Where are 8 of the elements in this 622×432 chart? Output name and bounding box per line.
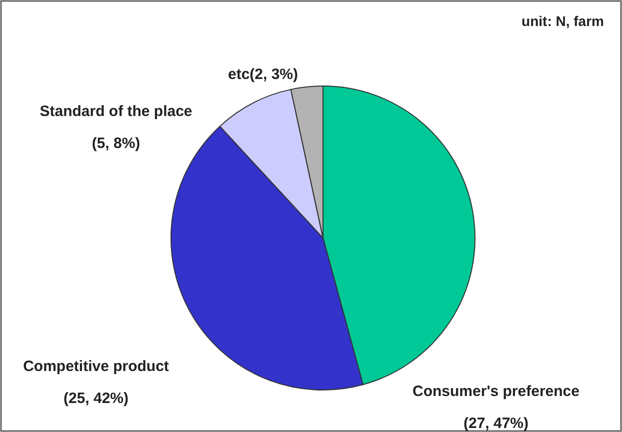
slice-label: Competitive product xyxy=(23,358,169,375)
text: unit: N, farm xyxy=(522,13,604,29)
data-label: (27, 47%) xyxy=(463,415,529,432)
data-label: (5, 8%) xyxy=(92,135,140,152)
data-label: (25, 42%) xyxy=(63,390,129,407)
slice-label: etc(2, 3%) xyxy=(228,66,298,83)
slice-label: Standard of the place xyxy=(40,103,192,120)
slice-label: Consumer's preference xyxy=(412,383,580,400)
